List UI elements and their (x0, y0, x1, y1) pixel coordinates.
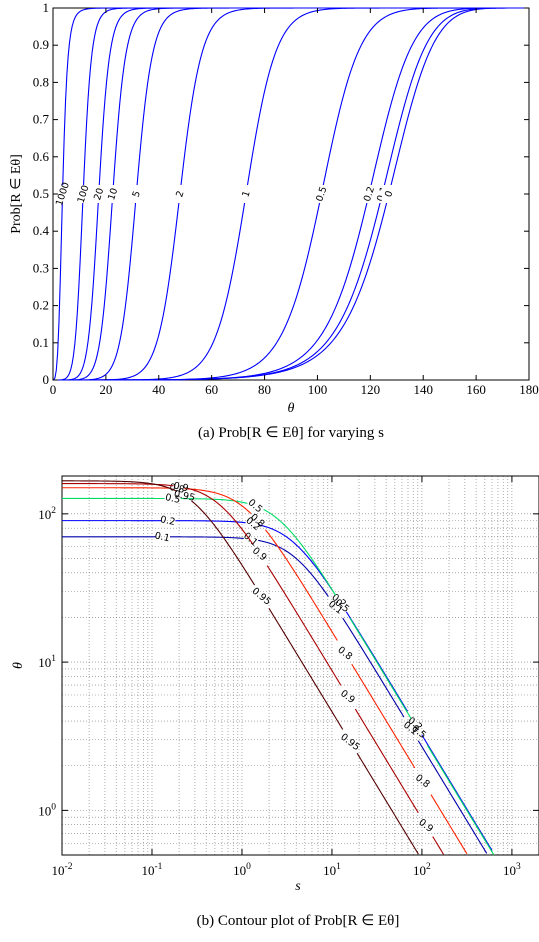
x-tick-label: 0 (50, 382, 57, 397)
x-tick-label: 160 (466, 382, 486, 397)
x-tick-label: 102 (413, 862, 431, 878)
y-tick-label: 0.1 (33, 335, 49, 350)
contour-label-0.95: 0.95 (250, 586, 273, 608)
x-tick-label: 10-2 (52, 862, 73, 878)
x-tick-label: 101 (323, 862, 341, 878)
series-label-0: 0 (383, 190, 395, 199)
contour-line-0.9 (187, 487, 254, 545)
contour-line-0.8 (430, 794, 468, 855)
series-label-bg (239, 185, 254, 203)
series-label-bg (129, 185, 144, 203)
series-label-bg (314, 185, 329, 203)
contour-line-0.5 (426, 745, 495, 856)
contour-line-0.95 (268, 608, 344, 730)
plot-b-xlabel: s (295, 879, 301, 894)
caption-b: (b) Contour plot of Prob[R ∈ Eθ] (197, 913, 400, 929)
contour-line-0.8 (184, 488, 252, 515)
y-tick-label: 102 (38, 506, 56, 522)
series-label-1: 1 (240, 190, 252, 199)
x-tick-label: 140 (413, 382, 433, 397)
y-tick-label: 0.8 (33, 74, 49, 89)
panel-b: 0.1 0.10.10.10.2 0.20.20.20.5 0.50.50.50.80… (11, 475, 539, 929)
contour-label-0.95: 0.95 (173, 489, 196, 504)
x-tick-label: 80 (258, 382, 271, 397)
contour-label-0.1: 0.1 (154, 530, 171, 544)
contour-label-0.8: 0.8 (335, 645, 354, 663)
contour-label-0.9: 0.9 (416, 817, 435, 835)
x-tick-label: 103 (503, 862, 521, 878)
contour-line-0.95 (191, 500, 256, 586)
series-line-0 (53, 7, 529, 381)
plot-b-ticks: 10-2 10-1 100 101 102 103 100 101 102 (38, 476, 539, 878)
caption-a: (a) Prob[R ∈ Eθ] for varying s (198, 425, 384, 441)
series-label-bg (91, 185, 106, 203)
contour-line-0.1 (417, 740, 488, 854)
plot-b-grid (61, 476, 539, 856)
plot-a-ticks: 0 20 40 60 80 100 120 140 160 18000.10.20.30.40.5… (33, 0, 539, 397)
contour-line-0.5 (180, 498, 248, 504)
contour-label-0.95: 0.95 (338, 732, 361, 754)
y-tick-label: 0.7 (33, 112, 50, 127)
series-label-20: 20 (92, 187, 106, 202)
contour-line-0.95 (356, 752, 419, 855)
x-tick-label: 180 (519, 382, 539, 397)
y-tick-label: 0.6 (33, 149, 50, 164)
contour-line-0.5 (349, 617, 412, 719)
y-tick-label: 0.3 (33, 260, 49, 275)
contour-line-0.9 (266, 565, 342, 686)
plot-b-ylabel: θ (11, 662, 26, 669)
series-label-0.5: 0.5 (314, 185, 329, 203)
y-tick-label: 0.2 (33, 298, 49, 313)
series-line-10 (53, 7, 529, 381)
contour-label-0.2: 0.2 (159, 514, 176, 528)
series-label-0.2: 0.2 (362, 185, 377, 203)
y-tick-label: 0 (43, 372, 50, 387)
contour-line-0.9 (432, 836, 444, 855)
x-tick-label: 40 (152, 382, 165, 397)
x-tick-label: 100 (233, 862, 251, 878)
plot-b-contours: 0.1 0.10.10.10.2 0.20.20.20.5 0.50.50.50.80… (62, 480, 495, 856)
series-label-bg (172, 185, 187, 203)
contour-line-0.1 (258, 539, 329, 597)
plot-a-ylabel: Prob[R ∈ Eθ] (9, 154, 24, 234)
x-tick-label: 100 (308, 382, 328, 397)
x-tick-label: 10-1 (142, 862, 163, 878)
contour-line-0.2 (421, 734, 493, 851)
series-label-5: 5 (131, 190, 143, 199)
y-tick-label: 100 (38, 802, 56, 818)
series-label-10: 10 (106, 187, 120, 202)
y-tick-label: 101 (38, 654, 56, 670)
series-label-bg (381, 185, 396, 203)
plot-b-axes-box (61, 475, 539, 856)
series-label-bg (76, 185, 91, 203)
contour-line-0.8 (351, 663, 416, 769)
plot-a-xlabel: θ (288, 401, 295, 416)
contour-line-0.9 (354, 708, 419, 814)
x-tick-label: 60 (205, 382, 218, 397)
contour-line-0.1 (342, 617, 405, 718)
x-tick-label: 120 (361, 382, 381, 397)
series-label-bg (362, 185, 377, 203)
y-tick-label: 0.9 (33, 37, 49, 52)
series-label-bg (105, 185, 120, 203)
contour-line-0.5 (263, 508, 337, 596)
contour-line-0.8 (264, 529, 338, 641)
series-label-100: 100 (76, 184, 92, 205)
y-tick-label: 0.5 (33, 186, 49, 201)
series-label-2: 2 (174, 190, 186, 199)
x-tick-label: 20 (99, 382, 112, 397)
contour-label-0.5: 0.5 (164, 492, 181, 506)
contour-line-0.2 (259, 524, 333, 590)
series-label-bg (55, 185, 70, 203)
contour-line-0.95 (62, 480, 178, 492)
contour-line-0.1 (169, 536, 244, 539)
contour-label-0.9: 0.9 (338, 688, 357, 706)
contour-label-0.8: 0.8 (413, 772, 432, 790)
y-tick-label: 1 (43, 0, 50, 15)
y-tick-label: 0.4 (33, 223, 50, 238)
